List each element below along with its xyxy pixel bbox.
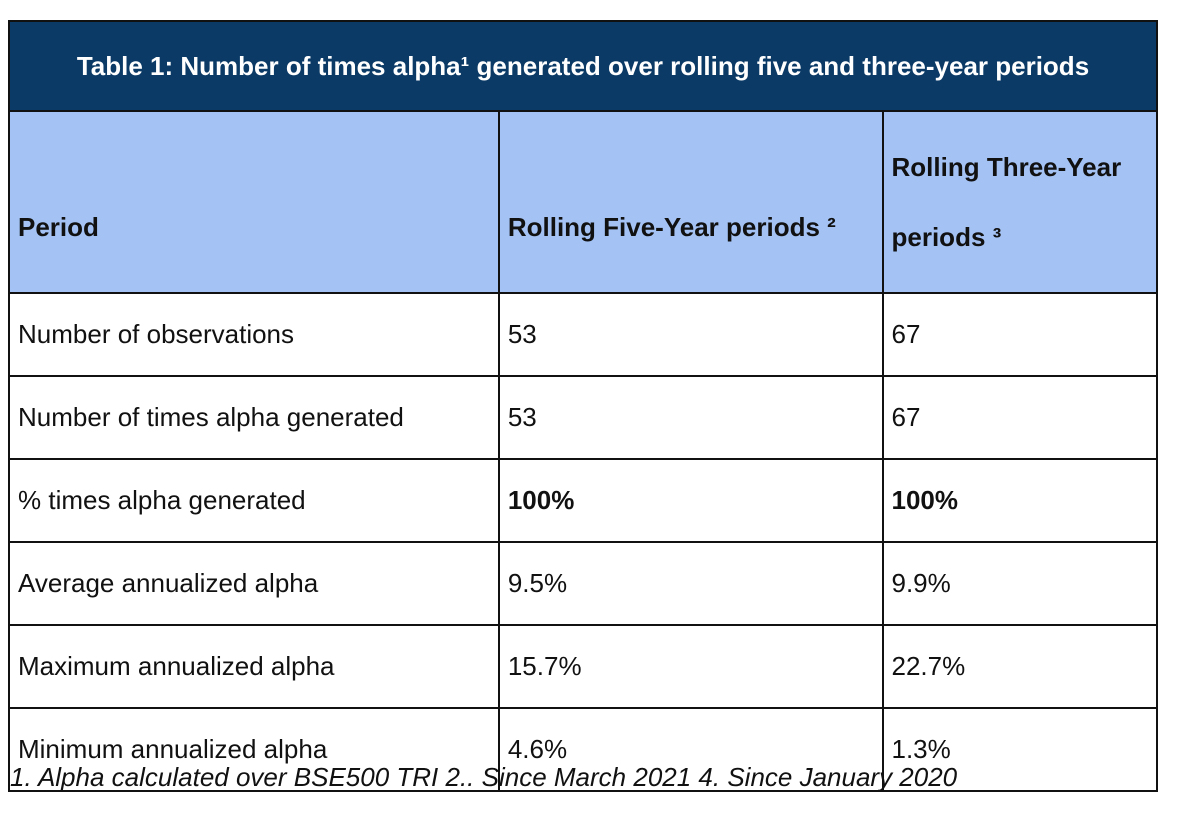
three-year-value: 100% [881,458,1158,543]
table-row: Maximum annualized alpha 15.7% 22.7% [8,624,1158,709]
table-row: Number of observations 53 67 [8,292,1158,377]
five-year-value: 15.7% [497,624,884,709]
table-row: Number of times alpha generated 53 67 [8,375,1158,460]
five-year-value: 4.6% [497,707,884,792]
row-label: Minimum annualized alpha [8,707,500,792]
three-year-value: 9.9% [881,541,1158,626]
three-year-value: 1.3% [881,707,1158,792]
row-label: Number of observations [8,292,500,377]
five-year-value: 53 [497,375,884,460]
table-row: Average annualized alpha 9.5% 9.9% [8,541,1158,626]
row-label: % times alpha generated [8,458,500,543]
alpha-table-container: Table 1: Number of times alpha¹ generate… [8,20,1158,792]
five-year-value: 100% [497,458,884,543]
table-footnote: 1. Alpha calculated over BSE500 TRI 2.. … [10,762,958,792]
row-label: Maximum annualized alpha [8,624,500,709]
three-year-value: 67 [881,292,1158,377]
table-row: % times alpha generated 100% 100% [8,458,1158,543]
table-title-row: Table 1: Number of times alpha¹ generate… [8,20,1158,112]
five-year-value: 53 [497,292,884,377]
table-row: Minimum annualized alpha 4.6% 1.3% [8,707,1158,792]
header-five-year: Rolling Five-Year periods ² [497,110,884,294]
table-header-row: Period Rolling Five-Year periods ² Rolli… [8,110,1158,294]
row-label: Average annualized alpha [8,541,500,626]
three-year-value: 67 [881,375,1158,460]
alpha-table: Table 1: Number of times alpha¹ generate… [8,20,1158,792]
row-label: Number of times alpha generated [8,375,500,460]
three-year-value: 22.7% [881,624,1158,709]
five-year-value: 9.5% [497,541,884,626]
header-period: Period [8,110,500,294]
header-three-year: Rolling Three-Year periods ³ [881,110,1158,294]
table-title: Table 1: Number of times alpha¹ generate… [8,20,1158,112]
